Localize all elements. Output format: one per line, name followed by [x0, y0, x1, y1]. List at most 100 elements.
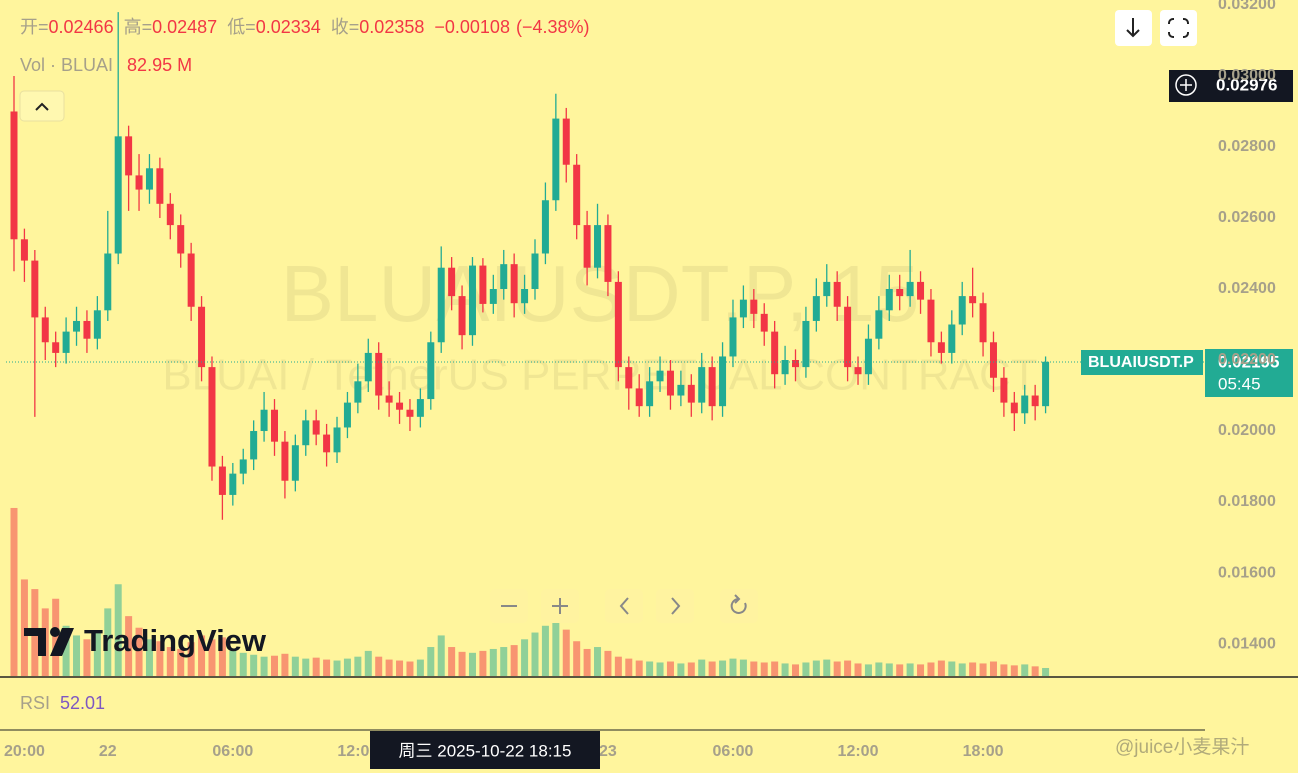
volume-bar — [323, 659, 331, 676]
volume-bar — [406, 661, 414, 676]
x-tick-label: 06:00 — [713, 743, 754, 760]
countdown: 05:45 — [1218, 374, 1261, 393]
candle-body — [864, 338, 872, 375]
candle-body — [917, 281, 925, 300]
volume-bar — [781, 663, 789, 676]
candle-body — [583, 225, 591, 268]
volume-bar — [229, 650, 237, 676]
scroll-right-button[interactable] — [656, 589, 694, 623]
candle-body — [844, 306, 852, 368]
candle-body — [687, 384, 695, 403]
volume-bar — [771, 661, 779, 676]
candle-body — [885, 289, 893, 311]
candle-body — [208, 367, 216, 467]
volume-bar — [333, 660, 341, 676]
candle-body — [312, 420, 320, 435]
download-button[interactable] — [1115, 10, 1152, 46]
volume-bar — [479, 650, 487, 676]
candle-body — [83, 320, 91, 339]
candle-body — [771, 331, 779, 375]
candle-body — [677, 384, 685, 396]
candle-body — [437, 267, 445, 343]
candle-body — [989, 342, 997, 378]
volume-bar — [896, 664, 904, 676]
reset-button[interactable] — [720, 589, 758, 623]
volume-bar — [448, 647, 456, 676]
watermark-description: BLUAI / TetherUS PERPETUAL CONTRACT — [162, 351, 1037, 400]
volume-bar — [291, 656, 299, 676]
volume-bar — [177, 648, 185, 676]
volume-bar — [760, 662, 768, 676]
y-tick-label: 0.02600 — [1218, 209, 1276, 226]
candle-body — [229, 473, 237, 495]
volume-bar — [833, 661, 841, 676]
zoom-in-button[interactable] — [541, 589, 579, 623]
volume-bar — [271, 655, 278, 676]
volume-bar — [20, 579, 28, 676]
volume-bar — [156, 641, 164, 676]
volume-bar — [573, 641, 581, 676]
candle-body — [552, 118, 560, 201]
volume-bar — [125, 616, 133, 676]
candle-body — [114, 136, 122, 254]
volume-bar — [854, 663, 862, 676]
last-price-tag: BLUAIUSDT.P 0.02195 05:45 — [1081, 349, 1293, 397]
candle-body — [62, 331, 70, 353]
candle-body — [10, 111, 18, 240]
y-tick-label: 0.01600 — [1218, 564, 1276, 581]
volume-bar — [187, 642, 195, 676]
candle-body — [833, 281, 841, 307]
zoom-out-button[interactable] — [490, 589, 528, 623]
candle-body — [177, 225, 185, 254]
volume-bar — [635, 660, 643, 676]
volume-bar — [73, 635, 81, 676]
volume-bar — [844, 660, 852, 676]
volume-bar — [823, 659, 831, 676]
volume-bar — [562, 629, 570, 676]
volume-bar — [114, 584, 122, 676]
candle-body — [719, 356, 727, 407]
volume-bar — [656, 662, 664, 676]
candle-body — [958, 296, 966, 325]
volume-bar — [625, 658, 633, 676]
collapse-button[interactable] — [19, 90, 65, 122]
candle-body — [948, 324, 956, 353]
y-tick-label: 0.03000 — [1218, 67, 1276, 84]
candle-body — [1042, 361, 1050, 407]
crosshair-time-label: 周三 2025-10-22 18:15 — [399, 741, 572, 760]
legend-label: 高= — [124, 17, 153, 37]
x-tick-label: 12:00 — [337, 743, 378, 760]
candle-body — [333, 427, 341, 453]
candle-body — [302, 420, 310, 446]
zoom-controls — [490, 589, 758, 623]
candle-body — [896, 289, 904, 297]
candle-body — [646, 381, 654, 407]
time-axis: 20:00 22 06:00 12:00 23 06:00 12:00 18:00 — [4, 743, 1004, 760]
volume-bar — [208, 639, 216, 676]
volume-bar — [250, 654, 258, 676]
candle-body — [468, 265, 476, 336]
fullscreen-button[interactable] — [1160, 10, 1197, 46]
volume-bar — [698, 659, 706, 676]
legend-label: 开= — [20, 17, 49, 37]
candle-body — [406, 409, 414, 417]
volume-bar — [375, 656, 383, 676]
candle-body — [500, 264, 508, 290]
candle-body — [1031, 395, 1039, 407]
volume-bar — [906, 663, 914, 676]
candle-body — [969, 296, 977, 304]
scroll-left-button[interactable] — [605, 589, 643, 623]
plot-area — [10, 12, 1050, 676]
volume-bar — [510, 645, 518, 676]
volume-bar — [541, 625, 549, 676]
candle-body — [521, 289, 529, 304]
volume-bar — [969, 662, 977, 676]
candle-body — [73, 320, 81, 332]
volume-bar — [552, 615, 560, 676]
candle-body — [104, 253, 112, 311]
rsi-legend: RSI 52.01 — [20, 693, 105, 713]
candle-body — [625, 367, 633, 389]
volume-bar — [104, 608, 112, 676]
volume-bar — [1021, 664, 1029, 676]
